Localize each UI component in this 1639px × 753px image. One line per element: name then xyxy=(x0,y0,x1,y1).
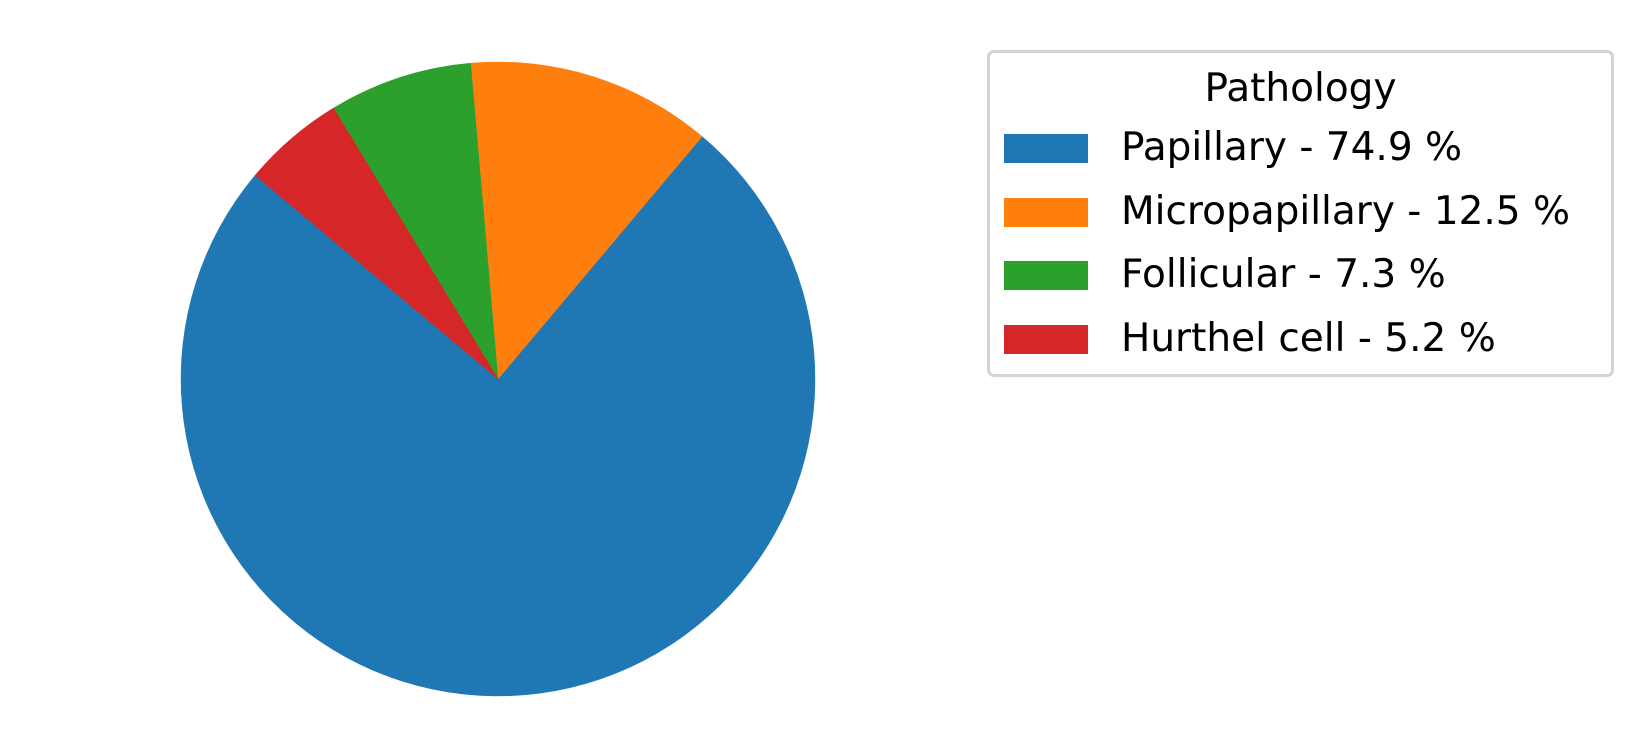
legend-entry-hurthel-cell: Hurthel cell - 5.2 % xyxy=(1004,315,1496,363)
legend-label-papillary: Papillary - 74.9 % xyxy=(1121,124,1462,172)
legend-title: Pathology xyxy=(990,65,1611,113)
legend-swatch-follicular xyxy=(1004,261,1088,290)
legend-label-hurthel-cell: Hurthel cell - 5.2 % xyxy=(1121,315,1496,363)
legend-label-micropapillary: Micropapillary - 12.5 % xyxy=(1121,188,1570,236)
legend-entry-papillary: Papillary - 74.9 % xyxy=(1004,124,1462,172)
legend-entry-micropapillary: Micropapillary - 12.5 % xyxy=(1004,188,1570,236)
legend-swatch-papillary xyxy=(1004,134,1088,163)
legend: Pathology Papillary - 74.9 % Micropapill… xyxy=(987,50,1614,377)
legend-entry-follicular: Follicular - 7.3 % xyxy=(1004,251,1446,299)
legend-label-follicular: Follicular - 7.3 % xyxy=(1121,251,1446,299)
legend-swatch-hurthel-cell xyxy=(1004,325,1088,354)
legend-swatch-micropapillary xyxy=(1004,198,1088,227)
